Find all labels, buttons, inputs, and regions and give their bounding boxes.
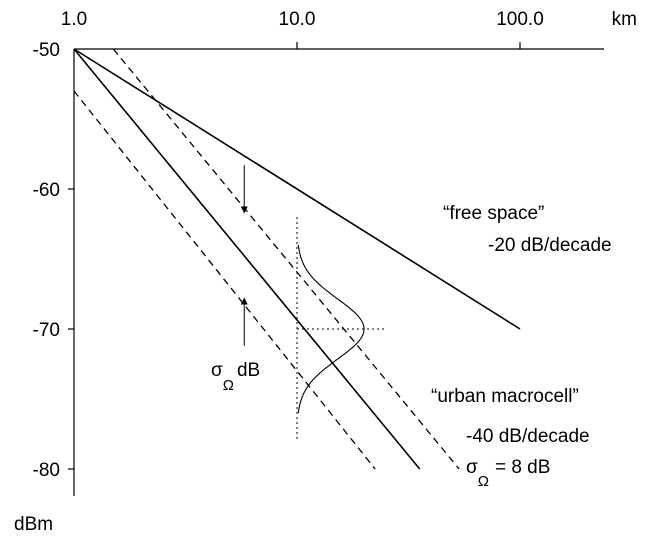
y-tick-label: -80 [33, 460, 60, 481]
y-axis-label: dBm [14, 514, 53, 535]
free-space-slope-label: -20 dB/decade [488, 235, 612, 256]
y-tick-label: -50 [33, 40, 60, 61]
x-tick-label: 10.0 [279, 9, 316, 30]
sigma-unit: dB [237, 360, 260, 381]
x-tick-label: 100.0 [496, 9, 544, 30]
sigma-value-text: = 8 dB [495, 457, 550, 478]
free-space-label: “free space” [443, 203, 544, 224]
y-tick-label: -60 [33, 180, 60, 201]
sigma-subscript: Ω [223, 377, 234, 394]
sigma-arrow-label: σΩdB [211, 360, 260, 394]
free-space-line [73, 48, 521, 330]
sigma-value-label: σΩ = 8 dB [466, 457, 550, 490]
series-lines [73, 48, 521, 470]
urban-macrocell-line [73, 48, 421, 470]
y-ticks: -50 -60 -70 -80 [33, 40, 74, 481]
urban-macrocell-label: “urban macrocell” [431, 386, 579, 407]
y-tick-label: -70 [33, 320, 60, 341]
x-ticks: 1.0 10.0 100.0 [61, 9, 544, 49]
urban-lower-bound [73, 90, 376, 470]
sigma-value-symbol: σ [466, 457, 478, 478]
urban-slope-label: -40 dB/decade [466, 426, 590, 447]
urban-upper-bound [112, 48, 460, 470]
normal-distribution-curve [297, 244, 365, 414]
sigma-symbol: σ [211, 360, 223, 381]
x-tick-label: 1.0 [61, 9, 87, 30]
sigma-value-subscript: Ω [478, 473, 489, 490]
x-axis-label: km [612, 9, 637, 30]
